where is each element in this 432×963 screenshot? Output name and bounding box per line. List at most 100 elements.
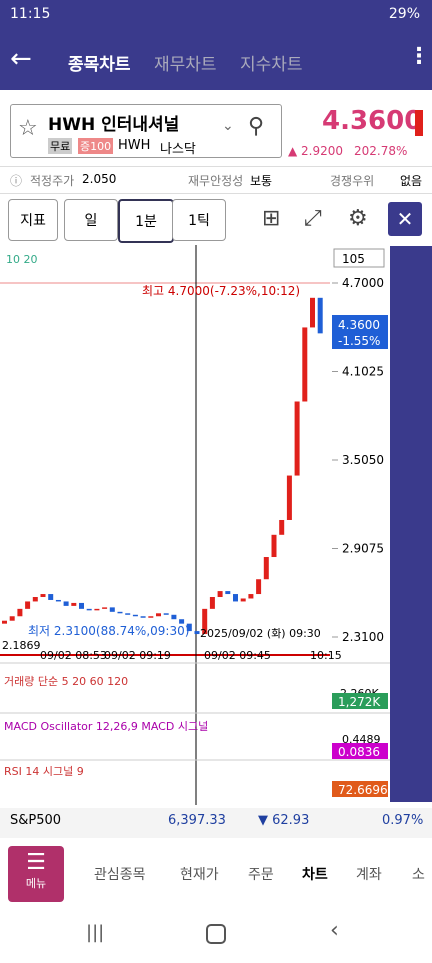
candle — [9, 616, 15, 621]
index-pct: 0.97% — [382, 813, 424, 828]
candle — [186, 623, 192, 632]
index-value: 6,397.33 — [168, 813, 226, 828]
recent-button[interactable]: ||| — [86, 922, 105, 943]
candle — [94, 608, 100, 611]
value-box — [332, 693, 388, 709]
panel-value: 72.6696 — [338, 783, 388, 797]
value-box — [332, 743, 388, 759]
current-pct: -1.55% — [338, 334, 380, 348]
nav-item[interactable]: 현재가 — [180, 867, 219, 883]
candle — [2, 620, 7, 624]
value: 없음 — [400, 174, 423, 188]
candle — [263, 557, 269, 580]
candle — [209, 597, 215, 609]
more-button[interactable]: ⋮ — [408, 44, 430, 69]
candle — [194, 631, 200, 635]
panel-value: 1,272K — [338, 695, 381, 709]
star-icon[interactable]: ☆ — [18, 116, 38, 141]
search-icon[interactable]: ⚲ — [248, 114, 265, 139]
tab[interactable]: 종목차트 — [68, 55, 131, 75]
info-row — [0, 166, 432, 194]
candle — [163, 613, 169, 615]
count: 105 — [342, 252, 365, 266]
candle — [140, 616, 146, 618]
candle — [217, 591, 223, 598]
nav-item[interactable]: 차트 — [302, 867, 328, 883]
y-tick-label: 2.9075 — [342, 542, 384, 556]
candle — [248, 594, 254, 599]
back-nav[interactable]: ‹ — [330, 918, 339, 943]
price: 4.3600 — [322, 106, 423, 136]
candle — [310, 297, 315, 328]
ticker: HWH — [118, 138, 151, 153]
candle — [256, 579, 262, 595]
candle — [171, 614, 177, 620]
settings-icon[interactable]: ⚙ — [348, 206, 368, 231]
x-label: 10:15 — [310, 649, 342, 662]
count-box — [333, 248, 385, 268]
panel-label: 거래량 단순 5 20 60 120 — [4, 675, 128, 688]
index-row — [0, 808, 432, 838]
help-icon[interactable]: ⓘ — [10, 174, 23, 188]
side-toolbar — [390, 246, 432, 802]
stock-box[interactable] — [10, 104, 282, 158]
candle — [102, 607, 108, 609]
fullscreen-icon[interactable]: ⤢ — [304, 206, 322, 231]
candle — [79, 602, 84, 609]
value: 보통 — [250, 174, 273, 188]
current-price: 4.3600 — [338, 318, 380, 332]
nav-item[interactable]: 계좌 — [356, 867, 382, 883]
layout-icon[interactable]: ⊞ — [262, 206, 281, 231]
candle — [55, 599, 61, 602]
candle — [132, 614, 138, 617]
value-box — [332, 781, 388, 797]
left-price: 2.1869 — [2, 639, 41, 652]
time: 11:15 — [10, 6, 51, 22]
period-button[interactable]: 1틱 — [172, 199, 226, 241]
candle — [71, 602, 77, 606]
change-pct: 202.78% — [354, 144, 408, 158]
market: 나스닥 — [160, 142, 196, 157]
candle — [302, 327, 308, 402]
panel-value: 0.0836 — [338, 745, 380, 759]
nav-item[interactable]: 주문 — [248, 867, 274, 883]
candle — [148, 616, 154, 618]
panel-label: MACD Oscillator 12,26,9 MACD 시그널 — [4, 720, 208, 733]
crosshair-label: 2025/09/02 (화) 09:30 — [200, 627, 321, 640]
candle — [233, 594, 238, 602]
tools-button[interactable]: ✕ — [388, 202, 422, 236]
period-button[interactable]: 1분 — [118, 199, 174, 243]
y-tick-label: 4.1025 — [342, 365, 384, 379]
period-button[interactable]: 일 — [64, 199, 118, 241]
candle — [317, 297, 323, 334]
back-button[interactable]: ← — [10, 44, 32, 74]
dropdown-icon[interactable]: ⌄ — [222, 118, 234, 134]
change: ▲ 2.9200 — [288, 144, 344, 158]
tab[interactable]: 지수차트 — [240, 55, 303, 75]
status-bar — [0, 0, 432, 30]
indicator-button[interactable]: 지표 — [8, 199, 58, 241]
nav-item[interactable]: 소 — [412, 867, 425, 883]
nav-item[interactable]: 관심종목 — [94, 867, 146, 883]
home-button[interactable] — [206, 924, 226, 944]
candle — [25, 601, 31, 609]
high-label: 최고 4.7000(-7.23%,10:12) — [142, 284, 300, 298]
menu-button[interactable]: ☰ 메뉴 — [8, 846, 64, 902]
panel-value: 0.4489 — [342, 733, 381, 746]
header — [0, 30, 432, 90]
y-tick-label: 2.3100 — [342, 630, 384, 644]
battery: 29% — [388, 6, 420, 22]
tab[interactable]: 재무차트 — [154, 55, 217, 75]
candle — [240, 598, 246, 602]
label: 재무안정성 — [188, 174, 244, 188]
panel-label: RSI 14 시그널 9 — [4, 765, 84, 778]
current-box — [332, 315, 388, 349]
candle — [32, 597, 38, 602]
candle — [63, 601, 69, 606]
candle — [294, 401, 300, 476]
label: 경쟁우위 — [330, 174, 375, 188]
candle — [40, 594, 46, 598]
menu-label: 메뉴 — [25, 877, 47, 890]
candle — [109, 607, 115, 612]
